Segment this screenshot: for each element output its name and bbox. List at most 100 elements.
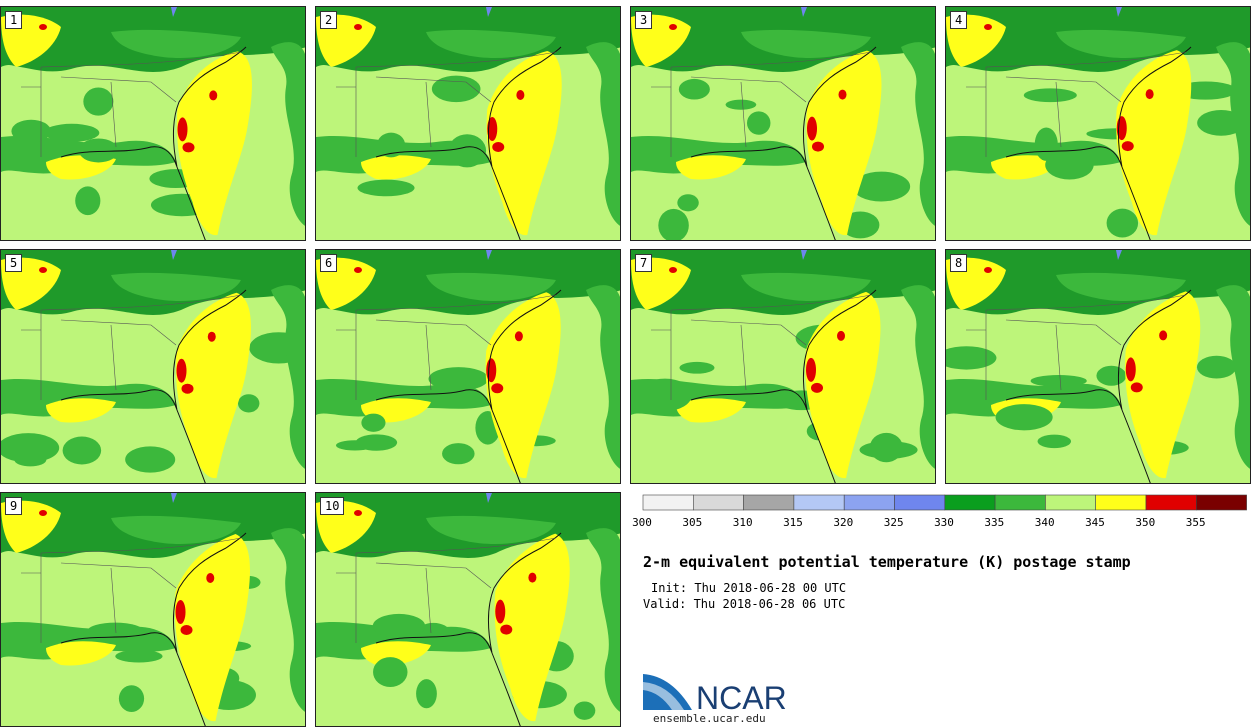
colorbar-swatch [1145,494,1197,511]
state-borders [966,294,1187,400]
red-hotspot [39,267,47,273]
stamp-panel-1: 1 [0,6,306,241]
state-borders [336,294,557,400]
member-map [946,7,1250,240]
coastline [690,289,877,483]
panel-number: 5 [5,254,23,272]
stamp-panel-7: 7 [630,249,936,484]
gulf-yellow-band [361,641,431,666]
coastline [60,532,247,726]
blue-spot [801,7,807,17]
stamp-panel-2: 2 [315,6,621,241]
green-blob [573,701,596,720]
red-hotspot [487,116,498,141]
east-green-region [901,285,935,469]
light-green-region [1,65,26,86]
state-borders [966,51,1187,157]
green-blob [372,613,426,639]
red-hotspot [669,267,677,273]
red-hotspot [175,600,186,625]
green-blob [448,134,487,168]
green-blob [44,123,100,142]
green-blob [125,446,176,473]
red-hotspot [180,625,193,636]
green-blob [377,132,406,158]
ncar-logo-text: NCAR [696,680,787,714]
panel-number: 7 [635,254,653,272]
colorbar-tick-label: 335 [984,516,1005,529]
green-blob [78,138,119,163]
red-hotspot [209,90,218,101]
colorbar-tick-label: 330 [934,516,954,529]
stamp-panel-6: 6 [315,249,621,484]
gulf-yellow-band [676,155,746,180]
gulf-yellow-band [46,641,116,666]
green-blob [62,436,102,465]
ncar-logo: NCAR [643,674,787,714]
coastline [690,46,877,240]
light-green-region [946,308,971,329]
colorbar-swatch [944,494,996,511]
light-green-region [316,65,341,86]
blue-spot [486,7,492,17]
member-map [631,250,935,483]
green-blob [428,367,489,391]
red-hotspot [207,331,216,342]
coastline [60,46,247,240]
gulf-yellow-band [991,155,1061,180]
green-blob [431,75,481,103]
light-green-region [946,65,971,86]
stamp-panel-9: 9 [0,492,306,727]
green-blob [638,378,692,412]
state-borders [336,51,557,157]
coastal-yellow-plume [174,534,250,722]
stamp-panel-5: 5 [0,249,306,484]
green-blob [357,179,415,197]
member-map [316,250,620,483]
blue-spot [1116,250,1122,260]
red-hotspot [39,24,47,30]
red-hotspot [486,358,497,383]
colorbar-swatch [994,494,1046,511]
mid-green-region [426,515,556,544]
coastline [375,532,562,726]
green-blob [75,186,101,216]
gulf-yellow-band [46,398,116,423]
green-blob [658,208,689,240]
coastline [375,289,562,483]
green-blob [87,622,144,639]
panel-number: 6 [320,254,338,272]
east-green-region [586,285,620,469]
state-borders [21,537,242,643]
blue-spot [171,7,177,17]
state-borders [336,537,557,643]
colorbar-tick-label: 310 [732,516,753,529]
green-blob [1030,375,1087,387]
red-hotspot [1125,357,1136,382]
green-blob [1045,150,1094,180]
red-hotspot [181,383,194,394]
red-hotspot [516,89,525,100]
green-blob [373,657,408,687]
red-hotspot [176,358,187,383]
coastal-yellow-plume [176,51,252,236]
red-hotspot [812,141,825,152]
red-hotspot [806,357,817,382]
green-blob [237,394,260,413]
blue-spot [171,493,177,503]
green-blob [852,171,911,202]
green-blob [1096,365,1127,386]
colorbar-swatch [642,494,694,511]
panel-number: 2 [320,11,338,29]
east-green-region [1216,285,1250,469]
red-hotspot [177,117,188,142]
green-blob [747,111,771,135]
colorbar-tick-label: 305 [682,516,703,529]
blue-spot [486,250,492,260]
stamp-panel-4: 4 [945,6,1251,241]
panel-number: 10 [320,497,345,515]
state-borders [21,294,242,400]
green-blob [859,441,918,459]
red-hotspot [837,330,846,341]
member-map [1,493,305,726]
